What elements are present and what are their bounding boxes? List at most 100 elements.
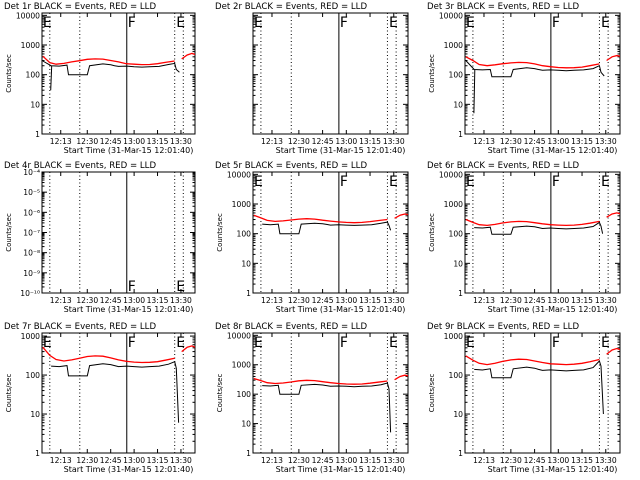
x-tick-label: 13:15 xyxy=(359,296,381,305)
detector-panel-7: Det 7r BLACK = Events, RED = LLD 12:13 12:… xyxy=(4,322,196,474)
y-tick-label: 1 xyxy=(458,449,463,458)
x-tick-label: 13:15 xyxy=(359,456,381,465)
y-axis-label: Counts/sec xyxy=(428,54,436,93)
y-tick-label: 1 xyxy=(35,130,40,139)
y-tick-label: 10⁻⁶ xyxy=(23,208,40,217)
panel-title: Det 1r BLACK = Events, RED = LLD xyxy=(4,2,156,12)
x-tick-label: 13:00 xyxy=(123,296,145,305)
x-tick-label: 12:13 xyxy=(261,137,283,146)
x-tick-label: 13:30 xyxy=(383,296,405,305)
events-rate-line-1 xyxy=(50,65,53,91)
x-tick-label: 12:13 xyxy=(473,137,495,146)
x-tick-label: 12:45 xyxy=(312,296,334,305)
x-tick-label: 12:13 xyxy=(50,456,72,465)
flag-marker-e: E xyxy=(466,174,475,190)
plot-frame xyxy=(464,332,621,454)
flag-marker-e: E xyxy=(176,335,185,351)
y-tick-label: 10 xyxy=(453,259,463,268)
y-tick-label: 1000 xyxy=(444,332,463,341)
x-axis-label: Start Time (31-Mar-15 12:01:40) xyxy=(64,146,194,155)
events-rate-line-0 xyxy=(465,60,605,78)
x-tick-label: 13:30 xyxy=(170,296,192,305)
y-tick-label: 1000 xyxy=(232,200,251,209)
x-tick-label: 13:15 xyxy=(571,456,593,465)
x-tick-label: 13:00 xyxy=(335,137,357,146)
y-tick-label: 100 xyxy=(26,71,41,80)
plot-frame xyxy=(464,171,621,294)
x-tick-label: 13:00 xyxy=(123,137,145,146)
x-tick-label: 13:30 xyxy=(595,296,617,305)
y-axis-label: Counts/sec xyxy=(5,213,13,252)
lld-rate-line-0 xyxy=(42,346,175,364)
x-tick-label: 12:30 xyxy=(500,137,522,146)
plot-frame xyxy=(252,332,409,454)
x-tick-label: 13:00 xyxy=(123,456,145,465)
x-tick-label: 13:15 xyxy=(359,137,381,146)
x-tick-label: 13:00 xyxy=(547,137,569,146)
y-tick-label: 100 xyxy=(26,371,41,380)
x-tick-label: 13:30 xyxy=(170,137,192,146)
x-tick-label: 12:45 xyxy=(524,296,546,305)
flag-marker-e: E xyxy=(601,15,610,31)
plot-frame xyxy=(464,12,621,135)
lld-rate-line-1 xyxy=(394,213,408,219)
lld-rate-line-0 xyxy=(465,218,600,227)
detector-panel-5: Det 5r BLACK = Events, RED = LLD 12:13 12:… xyxy=(215,161,409,314)
plot-frame xyxy=(252,12,409,135)
x-tick-label: 12:45 xyxy=(312,456,334,465)
x-tick-label: 12:45 xyxy=(100,137,122,146)
plot-frame xyxy=(41,171,196,294)
flag-marker-f: F xyxy=(128,15,136,31)
lld-rate-line-1 xyxy=(181,345,195,353)
flag-marker-e: E xyxy=(389,335,398,351)
detector-panel-4: Det 4r BLACK = Events, RED = LLD 12:13 12:… xyxy=(4,161,196,314)
y-tick-label: 10000 xyxy=(439,11,463,20)
panel-title: Det 7r BLACK = Events, RED = LLD xyxy=(4,322,156,332)
flag-marker-f: F xyxy=(340,335,348,351)
plot-frame xyxy=(252,171,409,294)
x-tick-label: 13:00 xyxy=(547,296,569,305)
lld-rate-line-1 xyxy=(606,212,620,218)
y-tick-label: 1000 xyxy=(444,200,463,209)
events-rate-line-0 xyxy=(474,221,604,235)
x-tick-label: 12:45 xyxy=(524,456,546,465)
x-tick-label: 13:15 xyxy=(571,137,593,146)
detector-panel-6: Det 6r BLACK = Events, RED = LLD 12:13 12:… xyxy=(427,161,621,314)
flag-marker-f: F xyxy=(552,335,560,351)
lld-rate-line-1 xyxy=(606,54,620,62)
flag-marker-e: E xyxy=(601,335,610,351)
x-tick-label: 13:30 xyxy=(383,456,405,465)
y-axis-label: Counts/sec xyxy=(216,374,224,413)
panel-title: Det 3r BLACK = Events, RED = LLD xyxy=(427,2,579,12)
y-tick-label: 10⁻⁸ xyxy=(23,249,40,258)
x-axis-label: Start Time (31-Mar-15 12:01:40) xyxy=(276,465,406,474)
x-tick-label: 13:30 xyxy=(383,137,405,146)
x-tick-label: 13:30 xyxy=(595,137,617,146)
flag-marker-e: E xyxy=(176,279,185,295)
x-tick-label: 12:13 xyxy=(50,137,72,146)
x-axis-label: Start Time (31-Mar-15 12:01:40) xyxy=(488,465,618,474)
lld-rate-line-0 xyxy=(465,355,600,366)
y-tick-label: 1 xyxy=(246,289,251,298)
x-tick-label: 13:15 xyxy=(147,456,169,465)
flag-marker-f: F xyxy=(552,174,560,190)
x-tick-label: 13:30 xyxy=(595,456,617,465)
y-tick-label: 100 xyxy=(237,230,252,239)
flag-marker-e: E xyxy=(601,174,610,190)
y-tick-label: 1 xyxy=(458,289,463,298)
y-tick-label: 1000 xyxy=(232,361,251,370)
flag-marker-e: E xyxy=(43,15,52,31)
y-axis-label: Counts/sec xyxy=(428,374,436,413)
y-tick-label: 10⁻⁹ xyxy=(23,269,40,278)
lld-rate-line-0 xyxy=(42,55,175,66)
y-tick-label: 10 xyxy=(453,100,463,109)
panel-title: Det 6r BLACK = Events, RED = LLD xyxy=(427,161,579,171)
panel-title: Det 8r BLACK = Events, RED = LLD xyxy=(215,322,367,332)
events-rate-line-1 xyxy=(473,69,476,114)
panel-title: Det 5r BLACK = Events, RED = LLD xyxy=(215,161,367,171)
y-tick-label: 1000 xyxy=(21,332,40,341)
y-tick-label: 10 xyxy=(453,410,463,419)
x-tick-label: 12:30 xyxy=(288,296,310,305)
x-tick-label: 12:13 xyxy=(473,456,495,465)
y-tick-label: 100 xyxy=(449,230,464,239)
